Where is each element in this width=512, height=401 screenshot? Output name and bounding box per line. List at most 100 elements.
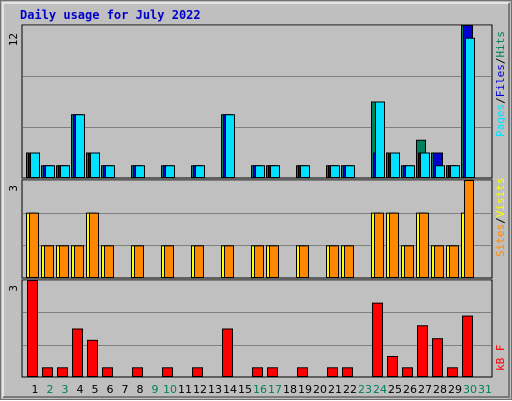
x-tick-label-day-25: 25 (388, 383, 402, 396)
pages-bar-day-25 (390, 152, 400, 178)
x-tick-label-day-19: 19 (298, 383, 312, 396)
sites-bar-day-12 (194, 245, 204, 278)
kbytes-bar-day-19 (297, 367, 308, 377)
pages-bar-day-3 (60, 165, 70, 178)
sites-bar-day-29 (449, 245, 459, 278)
sites-bar-day-6 (104, 245, 114, 278)
pages-bar-day-6 (105, 165, 115, 178)
x-tick-label-day-27: 27 (418, 383, 432, 396)
legend-bottom: kB F (494, 345, 507, 372)
pages-bar-day-19 (300, 165, 310, 178)
kbytes-bar-day-28 (432, 338, 443, 378)
pages-bar-day-4 (75, 114, 85, 178)
x-tick-label-day-11: 11 (178, 383, 192, 396)
x-tick-label-day-14: 14 (223, 383, 237, 396)
kbytes-bar-day-8 (132, 367, 143, 377)
sites-bar-day-24 (374, 212, 384, 279)
pages-bar-day-21 (330, 165, 340, 178)
sites-bar-day-21 (329, 245, 339, 278)
legend-top-part: / (494, 58, 507, 65)
sites-bar-day-2 (44, 245, 54, 278)
sites-bar-day-26 (404, 245, 414, 278)
x-tick-label-day-15: 15 (238, 383, 252, 396)
pages-bar-day-17 (270, 165, 280, 178)
sites-bar-day-25 (389, 212, 399, 279)
x-tick-label-day-4: 4 (77, 383, 84, 396)
pages-bar-day-16 (255, 165, 265, 178)
pages-bar-day-14 (225, 114, 235, 178)
kbytes-bar-day-3 (57, 367, 68, 377)
pages-bar-day-27 (420, 152, 430, 178)
y-axis-max-label-2: 3 (7, 185, 20, 192)
kbytes-bar-day-21 (327, 367, 338, 377)
kbytes-bar-day-26 (402, 367, 413, 377)
sites-bar-day-30 (464, 180, 474, 278)
legend-top-part: Files (494, 64, 507, 97)
pages-bar-day-26 (405, 165, 415, 178)
y-axis-max-label-3: 3 (7, 285, 20, 292)
sites-bar-day-17 (269, 245, 279, 278)
kbytes-bar-day-16 (252, 367, 263, 377)
kbytes-bar-day-4 (72, 328, 83, 377)
sites-bar-day-8 (134, 245, 144, 278)
x-tick-label-day-22: 22 (343, 383, 357, 396)
x-tick-label-day-29: 29 (448, 383, 462, 396)
pages-bar-day-1 (30, 152, 40, 178)
x-tick-label-day-10: 10 (163, 383, 177, 396)
x-tick-label-day-28: 28 (433, 383, 447, 396)
kbytes-bar-day-22 (342, 367, 353, 377)
x-tick-label-day-13: 13 (208, 383, 222, 396)
kbytes-bar-day-5 (87, 339, 98, 378)
sites-bar-day-5 (89, 212, 99, 279)
kbytes-bar-day-12 (192, 367, 203, 377)
x-tick-label-day-16: 16 (253, 383, 267, 396)
x-tick-label-day-7: 7 (122, 383, 129, 396)
legend-top-part: / (494, 97, 507, 104)
pages-bar-day-5 (90, 152, 100, 178)
legend-bottom-part: kB F (494, 345, 507, 372)
sites-bar-day-3 (59, 245, 69, 278)
sites-bar-day-1 (29, 212, 39, 279)
pages-bar-day-29 (450, 165, 460, 178)
legend-top-part: Hits (494, 31, 507, 58)
sites-bar-day-28 (434, 245, 444, 278)
kbytes-bar-day-14 (222, 328, 233, 377)
plot-panel-1 (21, 24, 493, 179)
legend-middle-part: Sites (494, 224, 507, 257)
x-tick-label-day-12: 12 (193, 383, 207, 396)
sites-bar-day-14 (224, 245, 234, 278)
x-tick-label-day-24: 24 (373, 383, 387, 396)
x-tick-label-day-1: 1 (32, 383, 39, 396)
x-tick-label-day-5: 5 (92, 383, 99, 396)
pages-bar-day-10 (165, 165, 175, 178)
x-tick-label-day-26: 26 (403, 383, 417, 396)
x-tick-label-day-3: 3 (62, 383, 69, 396)
x-tick-label-day-20: 20 (313, 383, 327, 396)
legend-top: Pages/Files/Hits (494, 31, 507, 137)
legend-middle: Sites/Visits (494, 178, 507, 258)
x-tick-label-day-21: 21 (328, 383, 342, 396)
legend-top-part: Pages (494, 104, 507, 137)
pages-bar-day-24 (375, 101, 385, 178)
pages-bar-day-8 (135, 165, 145, 178)
x-tick-label-day-30: 30 (463, 383, 477, 396)
pages-bar-day-28 (435, 165, 445, 178)
kbytes-bar-day-2 (42, 367, 53, 377)
pages-bar-day-30 (465, 37, 475, 178)
sites-bar-day-19 (299, 245, 309, 278)
pages-bar-day-22 (345, 165, 355, 178)
x-tick-label-day-8: 8 (137, 383, 144, 396)
chart-title: Daily usage for July 2022 (20, 8, 201, 22)
kbytes-bar-day-6 (102, 367, 113, 377)
legend-middle-part: Visits (494, 178, 507, 218)
kbytes-bar-day-1 (27, 280, 38, 377)
pages-bar-day-2 (45, 165, 55, 178)
kbytes-bar-day-29 (447, 367, 458, 377)
sites-bar-day-22 (344, 245, 354, 278)
sites-bar-day-27 (419, 212, 429, 279)
legend-middle-part: / (494, 217, 507, 224)
y-axis-max-label-1: 12 (7, 33, 20, 46)
x-tick-label-day-6: 6 (107, 383, 114, 396)
